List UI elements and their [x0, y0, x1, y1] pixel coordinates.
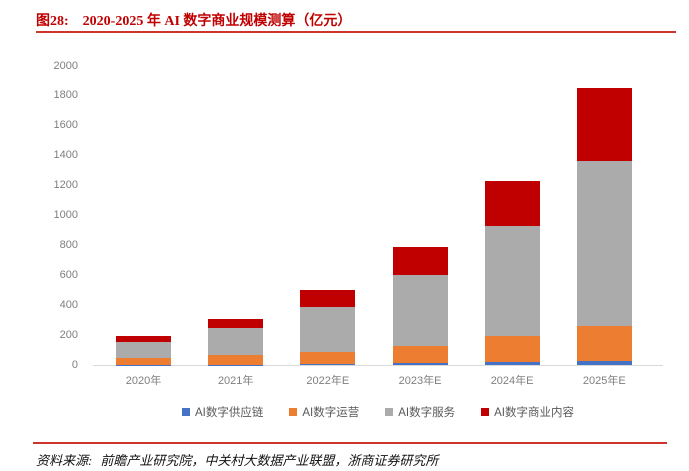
bar-segment — [300, 290, 356, 308]
bar-segment — [208, 328, 264, 356]
bar-segment — [392, 345, 448, 363]
legend-swatch — [385, 408, 394, 416]
bar-segment — [116, 357, 171, 365]
legend-label: AI数字运营 — [302, 407, 360, 419]
bar-segment — [484, 181, 540, 226]
x-axis-category-label: 2024年E — [490, 375, 534, 387]
y-axis-tick-label: 1200 — [53, 179, 78, 192]
y-axis-tick-label: 800 — [59, 238, 78, 251]
figure-header: 图28: 2020-2025 年 AI 数字商业规模测算（亿元） — [36, 10, 351, 30]
legend-label: AI数字服务 — [398, 407, 456, 419]
footer-rule — [33, 442, 667, 444]
bar-segment — [116, 336, 171, 343]
bar-segment — [208, 318, 264, 329]
legend-item: AI数字运营 — [289, 404, 359, 420]
bar-segment — [300, 351, 356, 364]
y-axis-tick-label: 600 — [59, 268, 78, 281]
legend-label: AI数字商业内容 — [494, 407, 574, 419]
bar-segment — [484, 362, 540, 365]
bar-segment — [576, 87, 632, 161]
source-note: 资料来源: 前瞻产业研究院，中关村大数据产业联盟，浙商证券研究所 — [36, 450, 438, 469]
y-axis-tick-label: 1600 — [53, 119, 78, 132]
bar-segment — [300, 363, 356, 365]
y-axis-tick-label: 1400 — [53, 149, 78, 162]
bar-segment — [392, 246, 448, 275]
x-axis-category-label: 2021年 — [217, 375, 254, 387]
x-axis-category-label: 2022年E — [306, 375, 350, 387]
y-axis-tick-label: 1000 — [53, 209, 78, 221]
bar-segment — [208, 355, 264, 365]
source-label: 资料来源: — [36, 453, 93, 468]
legend-item: AI数字供应链 — [182, 404, 263, 420]
bar-segment — [576, 160, 632, 327]
source-text: 前瞻产业研究院，中关村大数据产业联盟，浙商证券研究所 — [100, 453, 439, 468]
y-axis-tick-label: 0 — [71, 358, 78, 371]
legend-swatch — [481, 408, 490, 416]
x-axis-category-label: 2023年E — [398, 375, 442, 387]
x-axis-category-label: 2025年E — [582, 375, 626, 387]
bar-segment — [392, 362, 448, 365]
figure-number: 图28: — [36, 14, 69, 29]
legend-swatch — [289, 408, 298, 416]
legend-label: AI数字供应链 — [195, 407, 264, 419]
bar-segment — [484, 335, 540, 363]
bar-segment — [116, 342, 171, 358]
y-axis-tick-label: 200 — [59, 328, 78, 341]
bar-segment — [484, 225, 540, 336]
y-axis-tick-label: 2000 — [53, 59, 78, 72]
legend-item: AI数字服务 — [385, 404, 455, 420]
x-axis-category-label: 2020年 — [125, 375, 162, 387]
bar-segment — [576, 361, 632, 365]
figure-title: 2020-2025 年 AI 数字商业规模测算（亿元） — [82, 14, 352, 29]
y-axis-tick-label: 1800 — [53, 89, 78, 102]
x-axis-line — [93, 365, 663, 366]
legend-item: AI数字商业内容 — [481, 404, 574, 420]
legend-swatch — [182, 408, 190, 416]
bar-segment — [300, 307, 356, 352]
bar-segment — [392, 274, 448, 346]
bar-segment — [576, 326, 632, 362]
title-underline — [36, 31, 676, 33]
chart-legend: AI数字供应链 AI数字运营 AI数字服务 AI数字商业内容 — [93, 404, 663, 420]
y-axis-tick-label: 400 — [59, 298, 78, 311]
